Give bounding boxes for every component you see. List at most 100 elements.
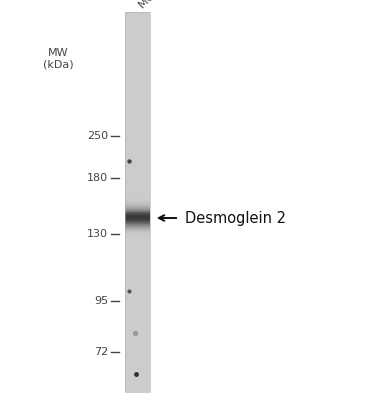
Bar [125,126,150,127]
Bar [125,101,150,102]
Bar [125,210,150,212]
Bar [125,329,150,330]
Bar [125,254,150,255]
Bar [125,156,150,157]
Bar [125,95,150,96]
Bar [125,389,150,390]
Bar [125,331,150,332]
Bar [125,281,150,282]
Bar [125,390,150,391]
Bar [125,378,150,379]
Bar [125,49,150,50]
Bar [125,123,150,124]
Bar [125,44,150,45]
Bar [125,45,150,46]
Bar [125,225,150,226]
Bar [125,298,150,299]
Bar [125,232,150,233]
Bar [125,57,150,58]
Bar [125,70,150,71]
Bar [125,270,150,271]
Bar [125,297,150,298]
Bar [125,222,150,223]
Bar [125,247,150,248]
Bar [125,118,150,119]
Bar [125,294,150,295]
Bar [125,259,150,260]
Bar [125,271,150,272]
Bar [125,234,150,235]
Bar [125,214,150,215]
Bar [125,203,150,204]
Bar [125,46,150,47]
Bar [125,136,150,138]
Bar [125,105,150,106]
Bar [125,145,150,146]
Bar [125,82,150,83]
Bar [125,150,150,151]
Bar [125,103,150,104]
Bar [125,56,150,57]
Bar [125,111,150,112]
Bar [125,303,150,304]
Bar [125,76,150,77]
Bar [125,128,150,129]
Bar [125,66,150,67]
Bar [125,278,150,279]
Bar [125,273,150,274]
Bar [125,48,150,49]
Bar [125,110,150,111]
Bar [125,169,150,170]
Bar [125,140,150,141]
Bar [125,208,150,209]
Bar [125,178,150,179]
Bar [125,153,150,154]
Bar [125,292,150,293]
Bar [125,350,150,351]
Bar [125,216,150,217]
Bar [125,353,150,354]
Bar [125,258,150,259]
Bar [125,288,150,290]
Bar [125,262,150,263]
Bar [125,204,150,205]
Bar [125,58,150,60]
Bar [125,152,150,153]
Bar [125,330,150,331]
Bar [125,384,150,385]
Bar [125,364,150,366]
Bar [125,130,150,131]
Bar [125,340,150,341]
Bar [125,265,150,266]
Bar [125,34,150,35]
Bar [125,18,150,19]
Bar [125,85,150,86]
Bar [125,213,150,214]
Bar [125,73,150,74]
Bar [125,33,150,34]
Bar [125,154,150,156]
Bar [125,226,150,227]
Bar [125,293,150,294]
Bar [125,347,150,348]
Bar [125,357,150,358]
Bar [125,200,150,201]
Bar [125,72,150,73]
Bar [125,379,150,380]
Bar [125,62,150,63]
Bar [125,274,150,275]
Bar [125,88,150,89]
Bar [125,165,150,166]
Bar [125,332,150,333]
Bar [125,380,150,381]
Bar [125,64,150,65]
Bar [125,344,150,346]
Bar [125,371,150,372]
Bar [125,28,150,29]
Bar [125,189,150,190]
Bar [125,300,150,301]
Text: 95: 95 [94,296,108,306]
Bar [125,218,150,219]
Bar [125,284,150,285]
Bar [125,336,150,337]
